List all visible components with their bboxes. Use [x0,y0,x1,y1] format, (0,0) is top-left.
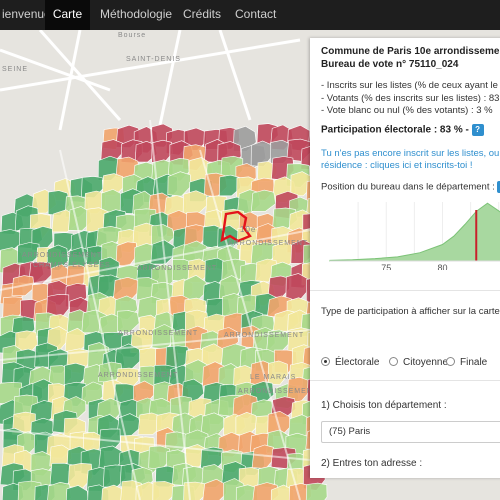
map-label-bourse: Bourse [118,32,147,39]
position-label-text: Position du bureau dans le département : [321,181,495,193]
chart-tick-labels: 75 80 [381,263,447,270]
map-label-saint-denis: SAINT-DENIS [126,56,181,63]
street-line [58,30,82,131]
chart-tick-label: 75 [381,263,391,270]
nav-item-bienvenue[interactable]: ienvenue [2,7,51,21]
selected-bureau-outline[interactable] [220,210,252,243]
department-select[interactable]: (75) Paris [321,421,500,443]
nav-item-credits[interactable]: Crédits [183,7,222,21]
radio-label-citoyenne: Citoyenne [403,357,449,368]
top-navbar: ienvenue Carte Méthodologie Crédits Cont… [0,0,500,30]
street-line [0,38,301,92]
radio-finale[interactable]: Finale [446,357,487,368]
radio-citoyenne[interactable]: Citoyenne [389,357,448,368]
road-line [149,119,191,500]
polling-district[interactable] [270,484,295,500]
help-icon[interactable]: ? [471,124,484,136]
polling-district[interactable] [183,481,207,500]
position-label: Position du bureau dans le département : [321,181,500,193]
nav-item-carte[interactable]: Carte [45,0,90,30]
radio-dot-electorale[interactable] [321,357,330,366]
registration-notice[interactable]: Tu n'es pas encore inscrit sur les liste… [321,148,500,159]
map-label-arrondissement-3: ARRONDISSEMENT [224,332,305,339]
road-line [0,229,311,291]
map-label-le-marais: LE MARAIS [250,374,297,381]
commune-title: Commune de Paris 10e arrondisseme [321,46,500,57]
base-streets [0,30,301,131]
radio-label-finale: Finale [460,357,488,368]
stat-inscrits: - Inscrits sur les listes (% de ceux aya… [321,80,500,91]
chart-tick-label: 80 [437,263,447,270]
map-label-arrondissement-9: ARRONDISSEMENT [137,265,218,272]
street-line [218,30,252,121]
info-panel: Commune de Paris 10e arrondisseme Bureau… [310,38,500,478]
map-label-10e: 10e [240,225,257,234]
polling-district[interactable] [305,482,328,500]
radio-dot-finale[interactable] [446,357,455,366]
map-label-arrondissement-4: ARRONDISSEMENT [238,388,319,395]
map-label-arrondissement-2: ARRONDISSEMENT [98,372,179,379]
panel-divider-1 [310,290,500,291]
panel-divider-2 [310,380,500,381]
map-label-champs-elysees: CHAMPS-ÉLYSÉES [33,262,111,269]
street-line [0,48,111,92]
nav-item-contact[interactable]: Contact [235,7,277,21]
stat-votants: - Votants (% des inscrits sur les listes… [321,93,500,104]
distribution-chart: 75 80 [329,202,500,270]
map-label-arrondissement-10: ARRONDISSEMENT [228,240,309,247]
bureau-title: Bureau de vote n° 75110_024 [321,59,459,70]
participation-text: Participation électorale : 83 % - [321,124,469,136]
street-line [158,30,182,126]
nav-item-methodologie[interactable]: Méthodologie [100,7,173,21]
participation-type-label: Type de participation à afficher sur la … [321,306,500,317]
step1-label: 1) Choisis ton département : [321,400,447,411]
radio-electorale[interactable]: Électorale [321,357,379,368]
map-label-seine: SEINE [2,66,29,73]
district-borders [0,119,311,500]
map-label-arrondissement-8: ARRONDISSEMENT [22,252,103,259]
participation-title: Participation électorale : 83 % - ? [321,124,484,136]
position-help-icon[interactable] [497,181,500,193]
radio-label-electorale: Électorale [335,357,380,368]
registration-link[interactable]: résidence : cliques ici et inscrits-toi … [321,160,473,171]
distribution-area [329,202,500,262]
step2-label: 2) Entres ton adresse : [321,458,423,469]
polling-district[interactable] [66,485,89,500]
road-line [0,329,311,361]
map-label-arrondissement-1: ARRONDISSEMENT [118,330,199,337]
road-line [199,149,301,500]
stat-blanc-nul: - Vote blanc ou nul (% des votants) : 3 … [321,105,493,116]
radio-dot-citoyenne[interactable] [389,357,398,366]
street-line [38,30,122,121]
road-line [0,429,311,461]
